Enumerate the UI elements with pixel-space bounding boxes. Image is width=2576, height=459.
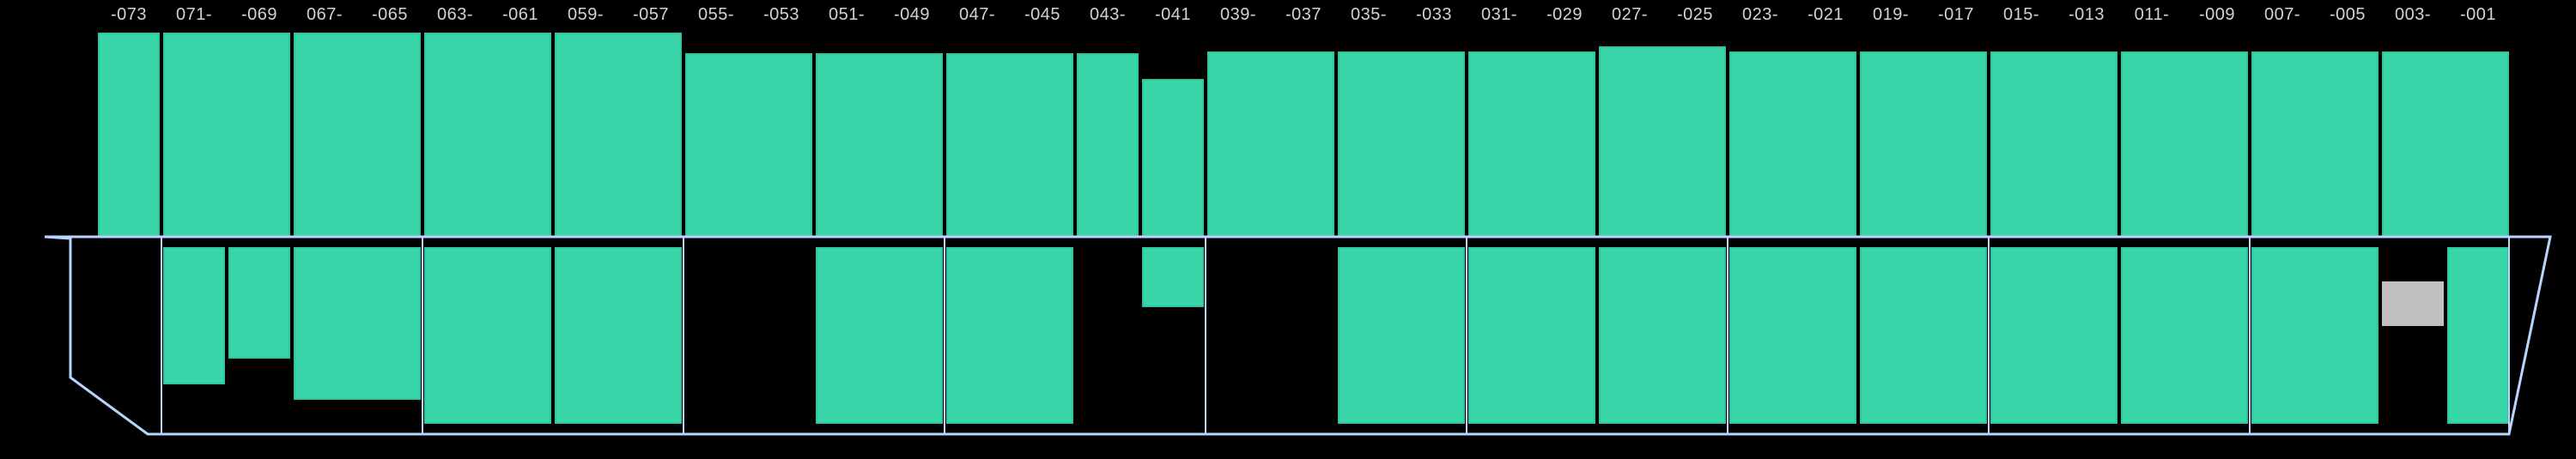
hold-container-045-047[interactable] <box>946 247 1073 424</box>
bay-label-009: -009 <box>2199 5 2235 25</box>
hold-container-071[interactable] <box>163 247 225 384</box>
bay-label-029: -029 <box>1546 5 1583 25</box>
bay-label-049: -049 <box>894 5 930 25</box>
deck-container-073[interactable] <box>98 33 160 237</box>
bay-label-045: -045 <box>1024 5 1060 25</box>
deck-container-021-023[interactable] <box>1729 51 1856 237</box>
bay-label-043: 043- <box>1090 5 1126 25</box>
deck-container-001-003[interactable] <box>2382 51 2509 237</box>
bay-label-001: -001 <box>2460 5 2496 25</box>
bay-label-047: 047- <box>959 5 995 25</box>
bay-label-041: -041 <box>1155 5 1191 25</box>
ship-bayplan-stage: -001 003- -005 007- -009 011- -013 015- -017 019-… <box>0 0 2576 459</box>
bay-label-039: 039- <box>1220 5 1256 25</box>
bay-label-037: -037 <box>1285 5 1321 25</box>
bay-label-055: 055- <box>698 5 734 25</box>
bay-label-053: -053 <box>763 5 799 25</box>
bay-label-005: -005 <box>2330 5 2366 25</box>
bay-label-057: -057 <box>633 5 669 25</box>
hold-container-005-007[interactable] <box>2251 247 2379 424</box>
hold-container-057-059[interactable] <box>555 247 682 424</box>
hold-container-061-063[interactable] <box>424 247 551 424</box>
bay-label-065: -065 <box>372 5 408 25</box>
bay-label-025: -025 <box>1677 5 1713 25</box>
deck-container-049-051[interactable] <box>816 53 943 237</box>
bay-label-031: 031- <box>1481 5 1517 25</box>
deck-container-053-055[interactable] <box>685 53 812 237</box>
hold-container-029-031[interactable] <box>1468 247 1595 424</box>
hold-container-009-011[interactable] <box>2121 247 2248 424</box>
deck-container-069-071[interactable] <box>163 33 290 237</box>
engine-block <box>2382 281 2444 326</box>
bay-label-059: 059- <box>568 5 604 25</box>
bay-label-007: 007- <box>2264 5 2300 25</box>
deck-container-041[interactable] <box>1142 79 1204 237</box>
bay-label-019: 019- <box>1873 5 1909 25</box>
hold-container-001[interactable] <box>2447 247 2509 424</box>
hold-container-033-035[interactable] <box>1338 247 1465 424</box>
bay-label-023: 023- <box>1742 5 1778 25</box>
bay-label-013: -013 <box>2069 5 2105 25</box>
hold-container-013-015[interactable] <box>1990 247 2117 424</box>
bay-label-069: -069 <box>241 5 277 25</box>
deck-container-065-067[interactable] <box>294 33 421 237</box>
hold-container-065-067[interactable] <box>294 247 421 400</box>
deck-container-037-039[interactable] <box>1207 51 1334 237</box>
deck-container-013-015[interactable] <box>1990 51 2117 237</box>
bay-label-073: -073 <box>111 5 147 25</box>
hold-container-069[interactable] <box>228 247 290 359</box>
deck-container-057-059[interactable] <box>555 33 682 237</box>
hold-container-041[interactable] <box>1142 247 1204 307</box>
bay-label-063: 063- <box>437 5 473 25</box>
deck-container-005-007[interactable] <box>2251 51 2379 237</box>
hold-container-021-023[interactable] <box>1729 247 1856 424</box>
bay-label-021: -021 <box>1807 5 1844 25</box>
bay-label-067: 067- <box>307 5 343 25</box>
hold-container-025-027[interactable] <box>1599 247 1726 424</box>
bay-label-035: 035- <box>1351 5 1387 25</box>
bay-label-061: -061 <box>502 5 538 25</box>
bay-label-015: 015- <box>2003 5 2039 25</box>
deck-container-061-063[interactable] <box>424 33 551 237</box>
deck-container-025-027[interactable] <box>1599 46 1726 237</box>
bay-label-011: 011- <box>2135 5 2170 25</box>
bay-label-033: -033 <box>1416 5 1452 25</box>
deck-container-009-011[interactable] <box>2121 51 2248 237</box>
bay-label-017: -017 <box>1938 5 1974 25</box>
deck-container-045-047[interactable] <box>946 53 1073 237</box>
bay-label-027: 027- <box>1612 5 1648 25</box>
bay-label-071: 071- <box>176 5 212 25</box>
deck-container-017-019[interactable] <box>1860 51 1987 237</box>
deck-container-029-031[interactable] <box>1468 51 1595 237</box>
hold-container-017-019[interactable] <box>1860 247 1987 424</box>
deck-container-043[interactable] <box>1077 53 1139 237</box>
deck-container-033-035[interactable] <box>1338 51 1465 237</box>
hold-container-049-051[interactable] <box>816 247 943 424</box>
bay-label-003: 003- <box>2395 5 2431 25</box>
bay-label-051: 051- <box>829 5 865 25</box>
